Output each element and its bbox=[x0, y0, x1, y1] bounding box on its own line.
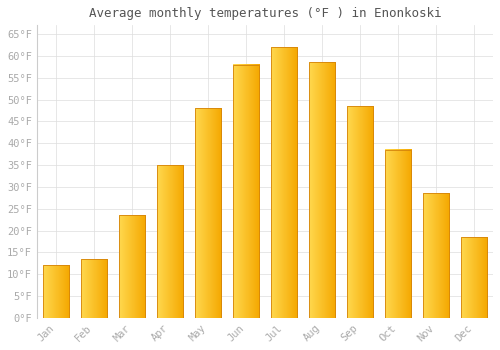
Bar bbox=[80, 259, 107, 318]
Bar bbox=[346, 106, 374, 318]
Bar bbox=[422, 194, 450, 318]
Bar bbox=[232, 65, 259, 318]
Bar bbox=[270, 47, 297, 318]
Bar bbox=[384, 150, 411, 318]
Bar bbox=[42, 265, 69, 318]
Bar bbox=[460, 237, 487, 318]
Bar bbox=[156, 165, 183, 318]
Bar bbox=[194, 108, 221, 318]
Bar bbox=[308, 62, 336, 318]
Bar bbox=[118, 215, 145, 318]
Title: Average monthly temperatures (°F ) in Enonkoski: Average monthly temperatures (°F ) in En… bbox=[88, 7, 441, 20]
